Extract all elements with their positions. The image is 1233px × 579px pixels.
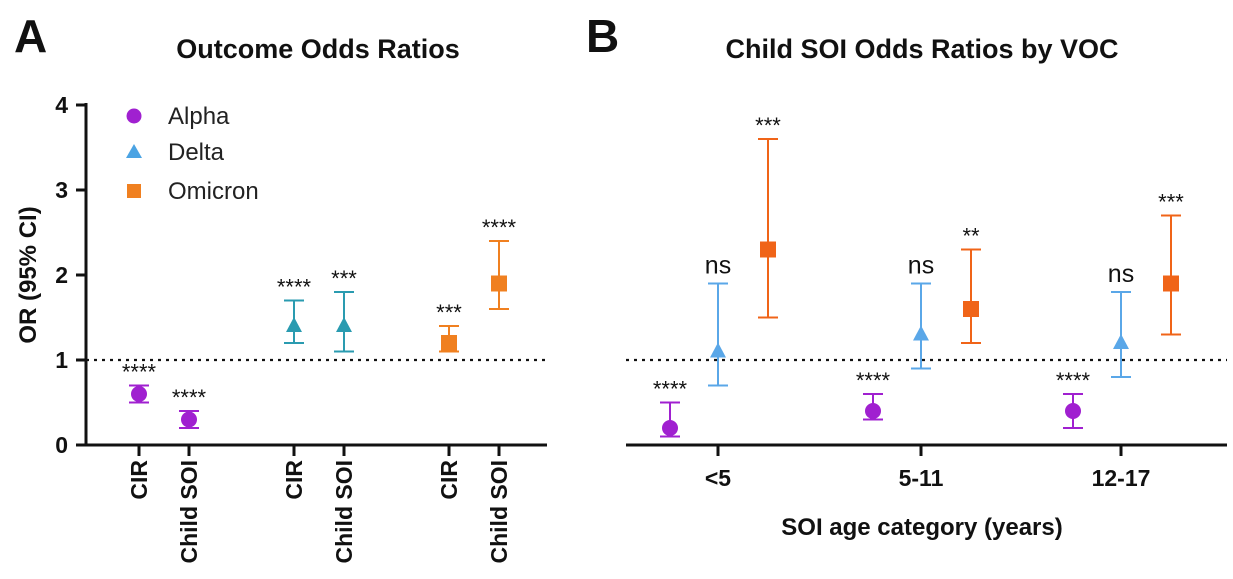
point-marker-circle: [131, 386, 147, 402]
significance-label: ns: [705, 252, 731, 280]
x-tick-label: 12-17: [1092, 465, 1151, 491]
panel-b-title: Child SOI Odds Ratios by VOC: [725, 34, 1118, 64]
legend-alpha-label: Alpha: [168, 103, 230, 130]
significance-label: ****: [277, 275, 312, 300]
point-marker-square: [441, 335, 457, 351]
point-marker-triangle: [913, 325, 929, 341]
panel-a-axes: 0 1 2 3 4 OR (95% CI): [15, 92, 547, 458]
legend-delta-label: Delta: [168, 139, 225, 166]
panel-a-letter: A: [14, 10, 47, 62]
point-marker-square: [963, 301, 979, 317]
legend-omicron-label: Omicron: [168, 178, 259, 205]
panel-a-x-ticks: CIR Child SOI CIR Child SOI CIR Child SOI: [126, 445, 512, 564]
x-tick-label: <5: [705, 465, 731, 491]
significance-label: ***: [436, 300, 462, 325]
x-tick-label: 5-11: [899, 465, 944, 491]
point-marker-circle: [865, 403, 881, 419]
point-marker-circle: [181, 411, 197, 428]
significance-label: ****: [1056, 368, 1091, 393]
significance-label: ***: [755, 113, 781, 138]
legend-alpha-marker: [126, 108, 142, 124]
legend: Alpha Delta Omicron: [126, 103, 259, 205]
x-tick-label: CIR: [436, 460, 462, 500]
x-tick-label: Child SOI: [331, 460, 357, 564]
point-marker-triangle: [1113, 334, 1129, 349]
panel-a-ylabel: OR (95% CI): [15, 206, 42, 343]
significance-label: ns: [908, 252, 934, 280]
significance-label: ****: [856, 368, 891, 393]
x-tick-label: Child SOI: [486, 460, 512, 564]
x-tick-label: CIR: [281, 460, 307, 500]
point-marker-circle: [662, 420, 678, 436]
panel-b-axes: SOI age category (years): [626, 358, 1227, 541]
y-tick-label: 3: [55, 177, 68, 203]
point-marker-triangle: [710, 342, 726, 358]
significance-label: ****: [482, 215, 517, 240]
panel-b-x-ticks: <5 5-11 12-17: [705, 445, 1151, 491]
panel-a-title: Outcome Odds Ratios: [176, 34, 460, 64]
panel-b-letter: B: [586, 10, 619, 62]
significance-label: **: [962, 224, 980, 249]
y-tick-label: 4: [55, 92, 68, 118]
panel-b-xlabel: SOI age category (years): [781, 514, 1062, 541]
significance-label: ***: [331, 266, 357, 291]
point-marker-circle: [1065, 403, 1081, 419]
x-tick-label: Child SOI: [176, 460, 202, 564]
panel-a-plot: ************ **********: [122, 215, 517, 429]
significance-label: ****: [122, 360, 157, 385]
point-marker-square: [1163, 275, 1179, 292]
x-tick-label: CIR: [126, 460, 152, 500]
y-tick-label: 1: [55, 347, 68, 373]
significance-label: ***: [1158, 190, 1184, 215]
point-marker-triangle: [336, 317, 352, 332]
significance-label: ****: [653, 377, 688, 402]
significance-label: ns: [1108, 260, 1134, 288]
point-marker-square: [491, 275, 507, 292]
significance-label: ****: [172, 385, 207, 410]
legend-omicron-marker: [127, 184, 141, 198]
point-marker-square: [760, 241, 776, 258]
panel-b-plot: **** **** ****ns ns ns********: [653, 113, 1184, 438]
y-tick-label: 0: [55, 432, 68, 458]
point-marker-triangle: [286, 317, 302, 332]
y-tick-label: 2: [55, 262, 68, 288]
legend-delta-marker: [126, 144, 142, 158]
